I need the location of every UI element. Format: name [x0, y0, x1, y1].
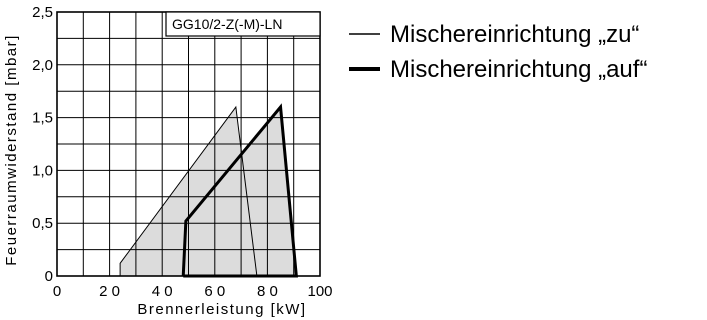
x-tick-label-0: 0: [53, 283, 61, 300]
model-tag-box: [165, 11, 321, 37]
area-fills: [120, 107, 297, 276]
chart-title: GG10/2-Z(-M)-LN: [172, 16, 282, 32]
y-tick-labels: 0 0,5 1,0 1,5 2,0 2,5: [32, 4, 53, 285]
y-tick-label-1: 0,5: [32, 215, 53, 232]
x-tick-label-3: 6 0: [204, 283, 225, 300]
x-tick-label-2: 4 0: [152, 283, 173, 300]
x-tick-label-1: 2 0: [99, 283, 120, 300]
legend-label-zu: Mischereinrichtung „zu“: [390, 21, 639, 48]
x-axis-label: Brennerleistung [kW]: [137, 301, 306, 318]
x-tick-label-5: 100: [307, 283, 332, 300]
y-tick-label-4: 2,0: [32, 57, 53, 74]
x-tick-labels: 0 2 0 4 0 6 0 8 0 100: [53, 283, 333, 300]
y-tick-label-5: 2,5: [32, 4, 53, 21]
y-axis-label: Feuerraumwiderstand [mbar]: [3, 34, 20, 266]
grid-lines: [57, 12, 320, 276]
y-tick-label-3: 1,5: [32, 110, 53, 127]
x-tick-label-4: 8 0: [257, 283, 278, 300]
legend-label-auf: Mischereinrichtung „auf“: [390, 56, 647, 83]
area-fill-1: [183, 107, 297, 276]
y-tick-label-0: 0: [45, 268, 53, 285]
legend: Mischereinrichtung „zu“ Mischereinrichtu…: [349, 21, 647, 83]
y-tick-label-2: 1,0: [32, 162, 53, 179]
